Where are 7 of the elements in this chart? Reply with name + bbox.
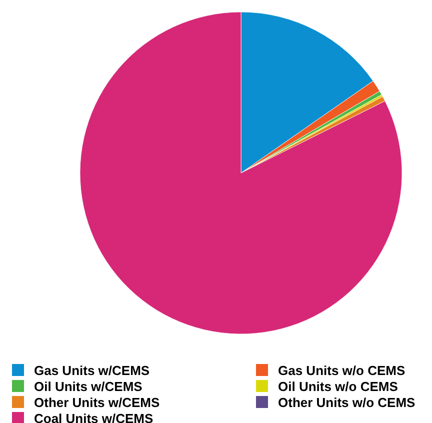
legend-label: Oil Units w/CEMS [34, 379, 143, 394]
legend-label: Other Units w/CEMS [34, 395, 160, 410]
legend-label: Other Units w/o CEMS [278, 395, 416, 410]
legend-label: Gas Units w/CEMS [34, 363, 150, 378]
legend-label: Oil Units w/o CEMS [278, 379, 398, 394]
legend-label: Gas Units w/o CEMS [278, 363, 406, 378]
legend-label: Coal Units w/CEMS [34, 411, 154, 423]
